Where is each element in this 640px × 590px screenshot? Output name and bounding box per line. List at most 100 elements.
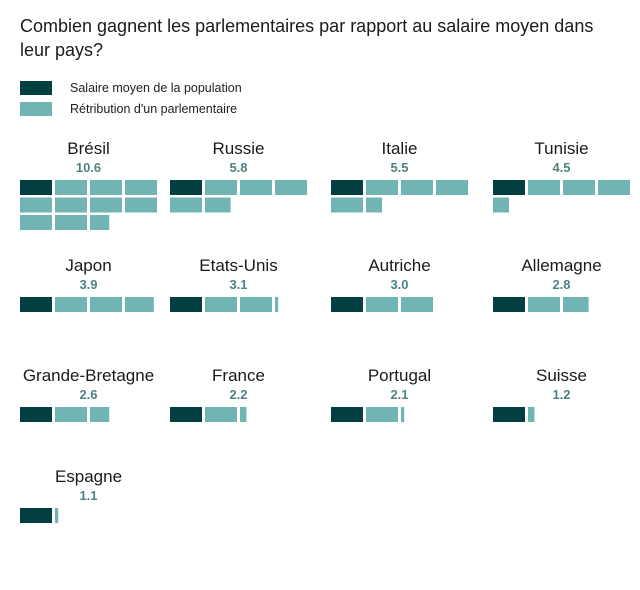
country-name: Brésil xyxy=(67,139,110,158)
country-name: Japon xyxy=(65,256,111,275)
country-name: Allemagne xyxy=(521,256,601,275)
mp-pay-block xyxy=(90,407,110,422)
mp-pay-block xyxy=(55,297,87,312)
mp-pay-block xyxy=(55,215,87,230)
mp-pay-block xyxy=(20,215,52,230)
mp-pay-block xyxy=(125,297,154,312)
mp-pay-block xyxy=(55,508,59,523)
average-salary-block xyxy=(331,297,363,312)
mp-pay-block xyxy=(20,197,52,213)
value-label: 3.9 xyxy=(79,277,97,292)
mp-pay-block xyxy=(240,297,272,312)
country-name: Autriche xyxy=(368,256,430,275)
average-salary-block xyxy=(493,297,525,312)
value-label: 1.2 xyxy=(552,387,570,402)
mp-pay-block xyxy=(205,407,237,422)
country-name: Portugal xyxy=(368,366,431,385)
average-salary-block xyxy=(20,407,52,422)
country-group-allemagne: Allemagne 2.8 xyxy=(493,256,602,312)
chart-title: Combien gagnent les parlementaires par r… xyxy=(20,16,594,60)
country-group-italie: Italie 5.5 xyxy=(331,139,468,213)
legend-label-average-salary: Salaire moyen de la population xyxy=(70,80,242,95)
country-name: Tunisie xyxy=(534,139,588,158)
mp-pay-block xyxy=(563,297,589,312)
country-name: Suisse xyxy=(536,366,587,385)
value-label: 2.6 xyxy=(79,387,97,402)
mp-pay-block xyxy=(493,197,509,213)
country-group-bresil: Brésil 10.6 xyxy=(20,139,157,230)
country-group-france: France 2.2 xyxy=(170,366,265,422)
mp-pay-block xyxy=(366,407,398,422)
mp-pay-block xyxy=(331,197,363,213)
legend: Salaire moyen de la population Rétributi… xyxy=(20,77,242,119)
average-salary-block xyxy=(331,407,363,422)
country-group-etats-unis: Etats-Unis 3.1 xyxy=(170,256,279,312)
average-salary-block xyxy=(20,297,52,312)
mp-pay-block xyxy=(240,407,247,422)
value-label: 2.8 xyxy=(552,277,570,292)
mp-pay-block xyxy=(170,197,202,213)
legend-swatch-mp-pay xyxy=(20,101,52,116)
average-salary-block xyxy=(170,407,202,422)
country-group-tunisie: Tunisie 4.5 xyxy=(493,139,630,213)
mp-pay-block xyxy=(366,197,382,213)
legend-item-mp-pay: Rétribution d'un parlementaire xyxy=(20,98,242,119)
value-label: 3.1 xyxy=(229,277,247,292)
value-label: 5.8 xyxy=(229,160,247,175)
average-salary-block xyxy=(170,180,202,195)
mp-pay-block xyxy=(90,297,122,312)
country-name: Grande-Bretagne xyxy=(23,366,154,385)
country-group-portugal: Portugal 2.1 xyxy=(331,366,431,422)
country-group-autriche: Autriche 3.0 xyxy=(331,256,433,312)
mp-pay-block xyxy=(205,297,237,312)
average-salary-block xyxy=(493,180,525,195)
country-group-japon: Japon 3.9 xyxy=(20,256,154,312)
mp-pay-block xyxy=(90,197,122,213)
average-salary-block xyxy=(20,180,52,195)
mp-pay-block xyxy=(528,407,535,422)
value-label: 5.5 xyxy=(390,160,408,175)
mp-pay-block xyxy=(528,297,560,312)
country-name: Russie xyxy=(213,139,265,158)
mp-pay-block xyxy=(55,197,87,213)
mp-pay-block xyxy=(55,407,87,422)
country-group-suisse: Suisse 1.2 xyxy=(493,366,587,422)
country-group-grande-bretagne: Grande-Bretagne 2.6 xyxy=(20,366,154,422)
mp-pay-block xyxy=(240,180,272,195)
mp-pay-block xyxy=(205,180,237,195)
country-name: Espagne xyxy=(55,467,122,486)
average-salary-block xyxy=(331,180,363,195)
value-label: 3.0 xyxy=(390,277,408,292)
mp-pay-block xyxy=(563,180,595,195)
mp-pay-block xyxy=(598,180,630,195)
average-salary-block xyxy=(493,407,525,422)
mp-pay-block xyxy=(366,180,398,195)
mp-pay-block xyxy=(401,180,433,195)
average-salary-block xyxy=(170,297,202,312)
country-name: Italie xyxy=(382,139,418,158)
value-label: 4.5 xyxy=(552,160,570,175)
mp-pay-block xyxy=(436,180,468,195)
legend-label-mp-pay: Rétribution d'un parlementaire xyxy=(70,101,238,116)
legend-item-average-salary: Salaire moyen de la population xyxy=(20,77,242,98)
mp-pay-block xyxy=(90,180,122,195)
mp-pay-block xyxy=(401,297,433,312)
legend-swatch-average-salary xyxy=(20,80,52,95)
country-name: France xyxy=(212,366,265,385)
mp-pay-block xyxy=(55,180,87,195)
mp-pay-block xyxy=(366,297,398,312)
value-label: 1.1 xyxy=(79,488,97,503)
mp-pay-block xyxy=(275,297,279,312)
mp-pay-block xyxy=(205,197,231,213)
country-name: Etats-Unis xyxy=(199,256,277,275)
average-salary-block xyxy=(20,508,52,523)
mp-pay-block xyxy=(528,180,560,195)
country-group-russie: Russie 5.8 xyxy=(170,139,307,213)
value-label: 2.1 xyxy=(390,387,408,402)
value-label: 2.2 xyxy=(229,387,247,402)
value-label: 10.6 xyxy=(76,160,101,175)
mp-pay-block xyxy=(125,197,157,213)
mp-pay-block xyxy=(125,180,157,195)
mp-pay-block xyxy=(275,180,307,195)
